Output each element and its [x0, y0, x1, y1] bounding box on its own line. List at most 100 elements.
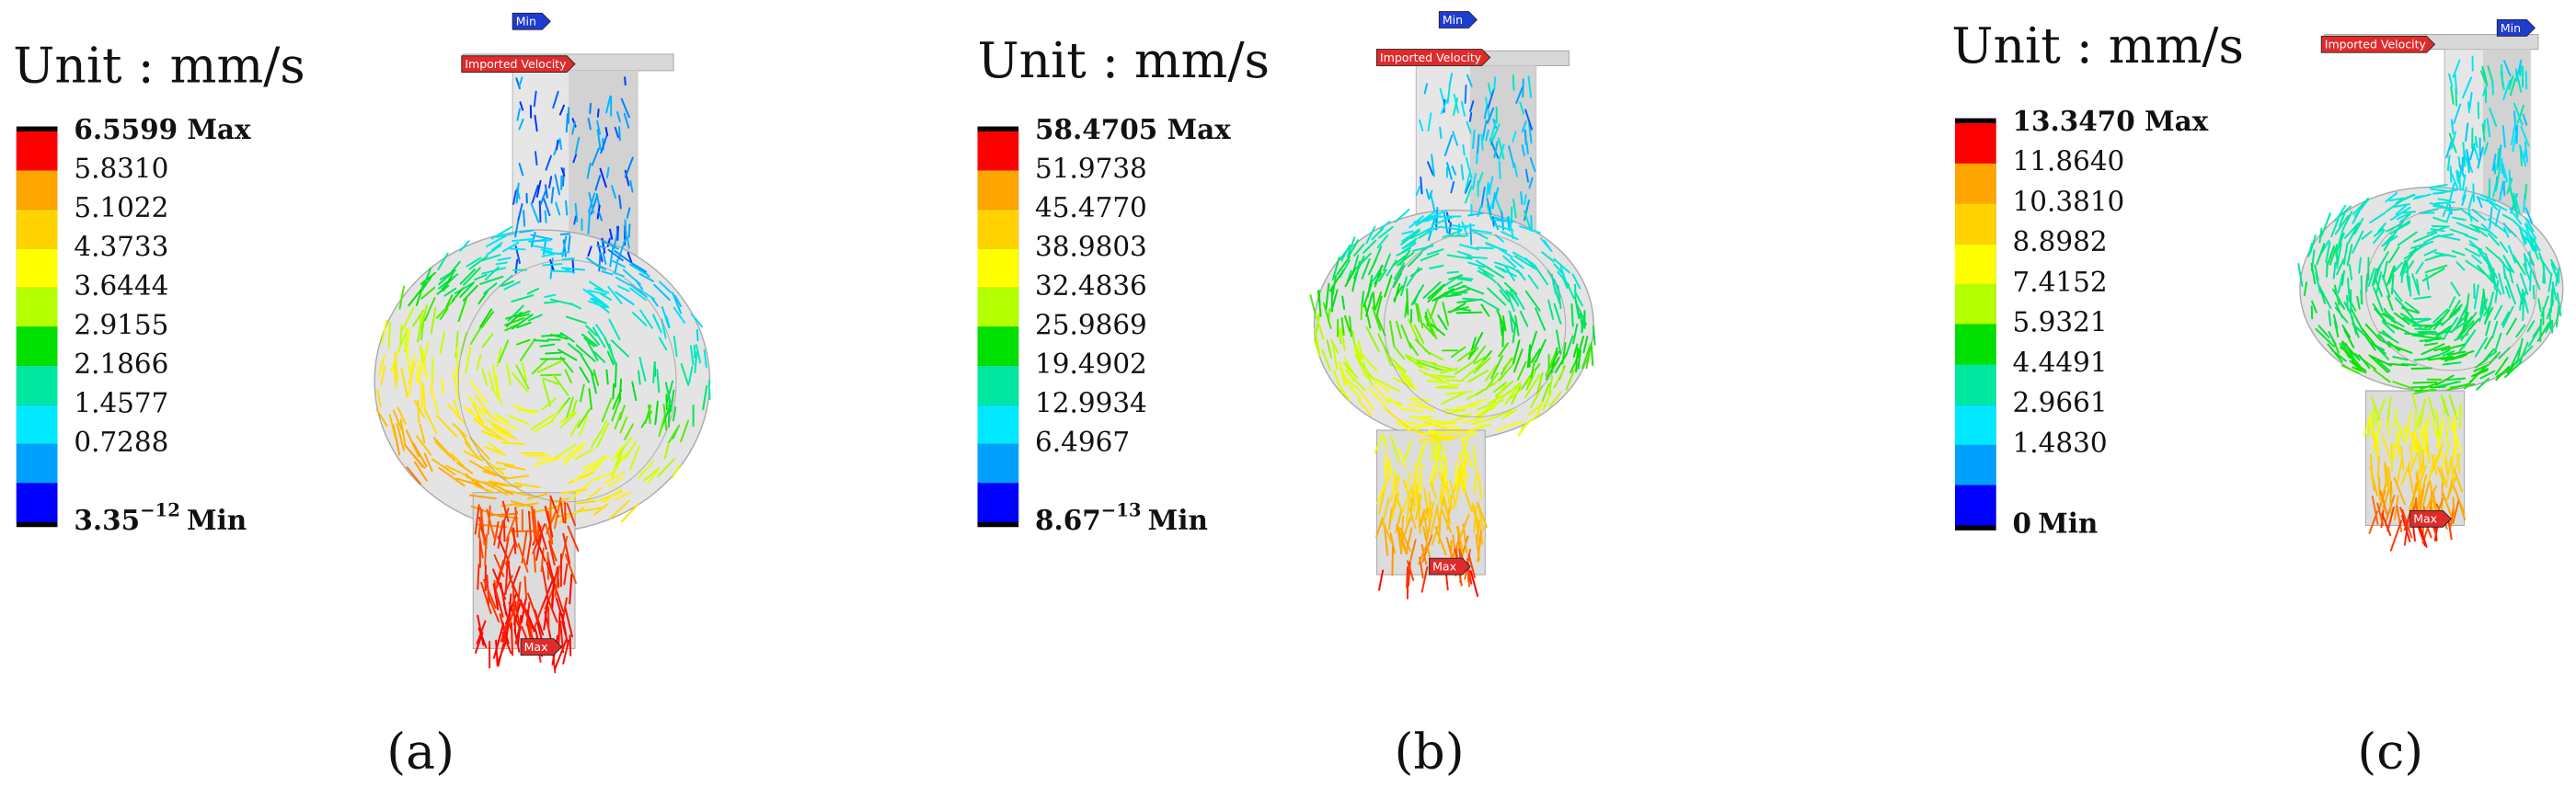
velocity-arrow [2351, 308, 2364, 333]
velocity-arrow [534, 535, 546, 563]
velocity-arrow [591, 147, 600, 166]
velocity-arrow [579, 507, 605, 513]
velocity-arrow [2386, 295, 2394, 312]
velocity-arrow [1406, 565, 1409, 588]
velocity-arrow [523, 210, 526, 227]
velocity-arrow [495, 639, 499, 667]
velocity-arrow [540, 248, 553, 253]
velocity-arrow [423, 452, 433, 473]
velocity-arrow [473, 417, 490, 432]
velocity-arrow [2374, 345, 2386, 355]
velocity-arrow [1462, 297, 1483, 302]
velocity-arrow [1382, 521, 1393, 544]
velocity-arrow [505, 510, 518, 542]
velocity-arrow [466, 475, 495, 488]
velocity-arrow [2373, 286, 2384, 312]
velocity-arrow [1471, 505, 1478, 525]
velocity-arrow [2385, 463, 2391, 495]
velocity-arrow [1420, 252, 1440, 262]
velocity-arrow [1420, 565, 1429, 593]
velocity-arrow [2417, 330, 2434, 337]
velocity-arrow [512, 405, 535, 415]
velocity-arrow [2435, 325, 2452, 337]
velocity-arrow [421, 361, 429, 381]
velocity-arrow [2422, 429, 2429, 456]
velocity-arrow [1528, 177, 1534, 189]
velocity-arrow [1491, 215, 1495, 227]
velocity-arrow [2503, 272, 2511, 288]
velocity-arrow [672, 406, 677, 422]
velocity-arrow [1343, 361, 1358, 379]
velocity-arrow [491, 483, 513, 496]
velocity-arrow [1399, 372, 1414, 386]
velocity-arrow [2432, 309, 2451, 331]
velocity-arrow [2431, 447, 2443, 473]
velocity-arrow [610, 451, 628, 475]
velocity-arrow [2381, 235, 2398, 247]
velocity-arrow [1512, 74, 1515, 91]
velocity-arrow [2436, 349, 2451, 357]
velocity-arrow [543, 197, 551, 217]
velocity-arrow [2394, 297, 2408, 311]
velocity-arrow [393, 364, 397, 389]
velocity-arrow [1535, 338, 1547, 363]
velocity-arrow [434, 440, 452, 458]
velocity-arrow [1520, 413, 1541, 429]
velocity-arrow [1437, 471, 1451, 500]
max-tag: Max [524, 640, 548, 654]
legend-level: 3.6444 [74, 270, 168, 302]
velocity-arrow [600, 239, 619, 250]
velocity-arrow [1431, 216, 1454, 226]
velocity-arrow [515, 364, 530, 390]
velocity-arrow [560, 612, 568, 635]
velocity-arrow [413, 461, 428, 482]
velocity-arrow [2517, 337, 2524, 360]
velocity-arrow [1504, 382, 1522, 405]
velocity-arrow [2513, 195, 2521, 215]
velocity-arrow [1408, 561, 1411, 587]
velocity-arrow [1430, 192, 1436, 211]
legend-min-value: 0 [2013, 507, 2032, 539]
velocity-arrow [550, 187, 555, 204]
velocity-arrow [541, 565, 549, 599]
velocity-arrow [542, 379, 552, 407]
velocity-arrow [2411, 334, 2435, 339]
velocity-arrow [617, 238, 627, 260]
velocity-arrow [404, 444, 426, 469]
velocity-arrow [2384, 310, 2396, 321]
velocity-arrow [2515, 124, 2519, 144]
velocity-arrow [1527, 274, 1539, 290]
velocity-arrow [2467, 317, 2480, 331]
velocity-arrow [614, 362, 617, 388]
velocity-arrow [1592, 325, 1596, 346]
legend-level: 1.4577 [74, 387, 168, 418]
velocity-arrow [1427, 283, 1445, 300]
velocity-arrow [1487, 287, 1507, 306]
velocity-arrow [493, 520, 500, 546]
velocity-arrow [2421, 343, 2445, 356]
velocity-arrow [638, 356, 647, 382]
velocity-arrow [2500, 71, 2505, 90]
legend-band [977, 365, 1019, 405]
velocity-arrow [397, 329, 408, 354]
velocity-arrow [2489, 206, 2493, 230]
legend-band [977, 443, 1019, 484]
velocity-arrow [626, 207, 631, 219]
velocity-arrow [481, 368, 489, 386]
velocity-arrow [497, 257, 512, 261]
velocity-arrow [562, 167, 566, 187]
velocity-arrow [605, 369, 609, 385]
velocity-arrow [671, 464, 682, 479]
velocity-arrow [467, 394, 485, 417]
velocity-arrow [1439, 474, 1445, 505]
velocity-arrow [2492, 185, 2497, 198]
velocity-arrow [1488, 176, 1494, 193]
velocity-arrow [566, 315, 587, 325]
velocity-arrow [609, 245, 615, 268]
velocity-arrow [475, 394, 490, 416]
velocity-arrow [2428, 355, 2454, 361]
velocity-arrow [2374, 227, 2385, 237]
velocity-arrow [1456, 348, 1477, 362]
velocity-arrow [550, 269, 572, 273]
